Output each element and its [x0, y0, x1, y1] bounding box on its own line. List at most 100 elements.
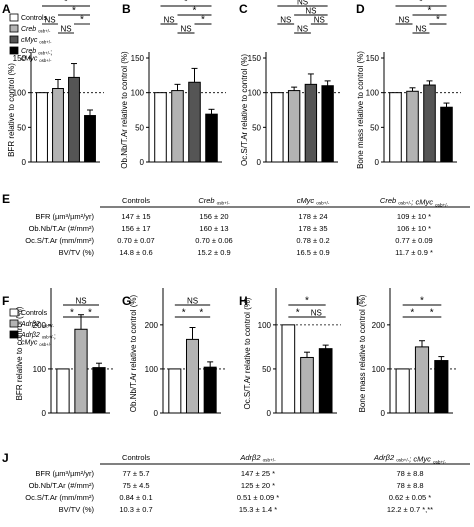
table-cell: 178 ± 24 — [298, 212, 327, 221]
significance-label: * — [182, 308, 186, 319]
significance-label: * — [72, 6, 76, 17]
table-header: Creb osb+/- — [198, 196, 230, 206]
significance-label: * — [70, 308, 74, 319]
legend-bottom: Controls Adrβ2 osb+/- Adrβ2 osb+/-;cMyc os… — [9, 308, 56, 348]
bar — [205, 113, 218, 163]
table-row-label: BV/TV (%) — [59, 505, 95, 514]
table-cell: 0.84 ± 0.1 — [119, 493, 152, 502]
table-cell: 147 ± 15 — [121, 212, 150, 221]
y-tick-label: 100 — [33, 365, 47, 374]
significance-label: * — [80, 15, 84, 26]
bar — [68, 76, 80, 163]
y-tick-label: 150 — [366, 54, 380, 63]
table-row-label: BFR (µm³/µm²/yr) — [35, 212, 94, 221]
bar — [171, 90, 184, 163]
significance-label: NS — [187, 297, 198, 306]
table-cell: 16.5 ± 0.9 — [296, 248, 329, 257]
table-cell: 156 ± 17 — [121, 224, 150, 233]
significance-label: NS — [163, 16, 174, 25]
bar — [318, 348, 333, 414]
table-cell: 78 ± 8.8 — [396, 481, 423, 490]
legend-label: cMyc osb+/- — [21, 340, 52, 348]
table-cell: 0.70 ± 0.07 — [117, 236, 154, 245]
bar — [440, 106, 453, 163]
y-tick-label: 50 — [17, 123, 26, 132]
significance-label: NS — [280, 16, 291, 25]
table-cell: 0.77 ± 0.09 — [395, 236, 432, 245]
table-cell: 15.2 ± 0.9 — [197, 248, 230, 257]
legend-label: Creb osb+/- — [21, 26, 51, 34]
significance-label: NS — [415, 25, 426, 34]
panel-letter-F: F — [2, 294, 9, 308]
bar — [92, 367, 106, 414]
bar — [300, 356, 314, 414]
significance-label: * — [430, 308, 434, 319]
table-row-label: BFR (µm³/µm²/yr) — [35, 469, 94, 478]
table-cell: 160 ± 13 — [199, 224, 228, 233]
y-tick-label: 200 — [145, 321, 159, 330]
significance-label: * — [436, 15, 440, 26]
table-cell: 0.78 ± 0.2 — [296, 236, 329, 245]
bar — [84, 115, 96, 163]
significance-label: * — [201, 15, 205, 26]
y-tick-label: 0 — [140, 158, 145, 167]
panel-letter-C: C — [239, 2, 248, 16]
y-axis-label: BFR relative to control (%) — [15, 306, 24, 400]
bar — [414, 346, 430, 414]
legend-label: cMyc osb+/- — [21, 37, 52, 45]
table-cell: 106 ± 10 * — [397, 224, 431, 233]
bar — [154, 92, 167, 163]
y-axis-label: Ob.Nb/T.Ar relative to control (%) — [120, 51, 129, 169]
y-tick-label: 100 — [372, 365, 386, 374]
table-cell: 78 ± 8.8 — [396, 469, 423, 478]
y-axis-label: Bone mass relative to control (%) — [356, 51, 365, 169]
legend-label: Controls — [21, 310, 48, 317]
table-cell: 14.8 ± 0.6 — [119, 248, 152, 257]
y-tick-label: 0 — [257, 158, 262, 167]
bar — [188, 81, 201, 163]
panel-letter-A: A — [2, 2, 11, 16]
legend-label: Controls — [21, 15, 48, 22]
table-header: Controls — [122, 196, 150, 205]
significance-label: * — [296, 308, 300, 319]
table-cell: 12.2 ± 0.7 *,** — [387, 505, 433, 514]
significance-label: NS — [398, 16, 409, 25]
y-tick-label: 200 — [33, 321, 47, 330]
table-row-label: Ob.Nb/T.Ar (#/mm²) — [29, 481, 95, 490]
bar — [168, 368, 182, 414]
legend-label: Adrβ2 osb+/- — [20, 321, 54, 329]
y-tick-label: 50 — [135, 123, 144, 132]
y-axis-label: Oc.S/T.Ar relative to control (%) — [240, 54, 249, 166]
panel-letter-E: E — [2, 192, 10, 206]
bar — [395, 368, 410, 414]
panel-G: G 0 100 200 Ob.Nb/T.Ar relative to control (… — [122, 288, 225, 418]
legend-swatch — [9, 330, 19, 339]
table-row-label: BV/TV (%) — [59, 248, 95, 257]
legend-swatch — [9, 46, 19, 55]
bar — [203, 366, 217, 414]
panel-I: I 0 100 200 Bone mass relative to control (%… — [356, 288, 457, 418]
bar — [304, 83, 318, 163]
legend-swatch — [9, 319, 19, 328]
y-tick-label: 0 — [381, 409, 386, 418]
significance-label: NS — [44, 16, 55, 25]
table-header: Adrβ2 osb+/- — [239, 453, 276, 463]
significance-label: * — [88, 308, 92, 319]
table-J: J Controls Adrβ2 osb+/- Adrβ2 osb+/-; cMyc … — [2, 451, 470, 514]
significance-label: * — [410, 308, 414, 319]
table-E: E Controls Creb osb+/- cMyc osb+/- Creb osb+… — [2, 192, 470, 257]
bar — [281, 324, 296, 414]
bar — [52, 88, 64, 163]
table-cell: 109 ± 10 * — [397, 212, 431, 221]
significance-label: NS — [297, 25, 308, 34]
significance-label: * — [64, 0, 68, 8]
y-tick-label: 0 — [154, 409, 159, 418]
y-axis-label: Bone mass relative to control (%) — [358, 294, 367, 412]
panel-letter-G: G — [122, 294, 131, 308]
y-tick-label: 100 — [258, 321, 272, 330]
